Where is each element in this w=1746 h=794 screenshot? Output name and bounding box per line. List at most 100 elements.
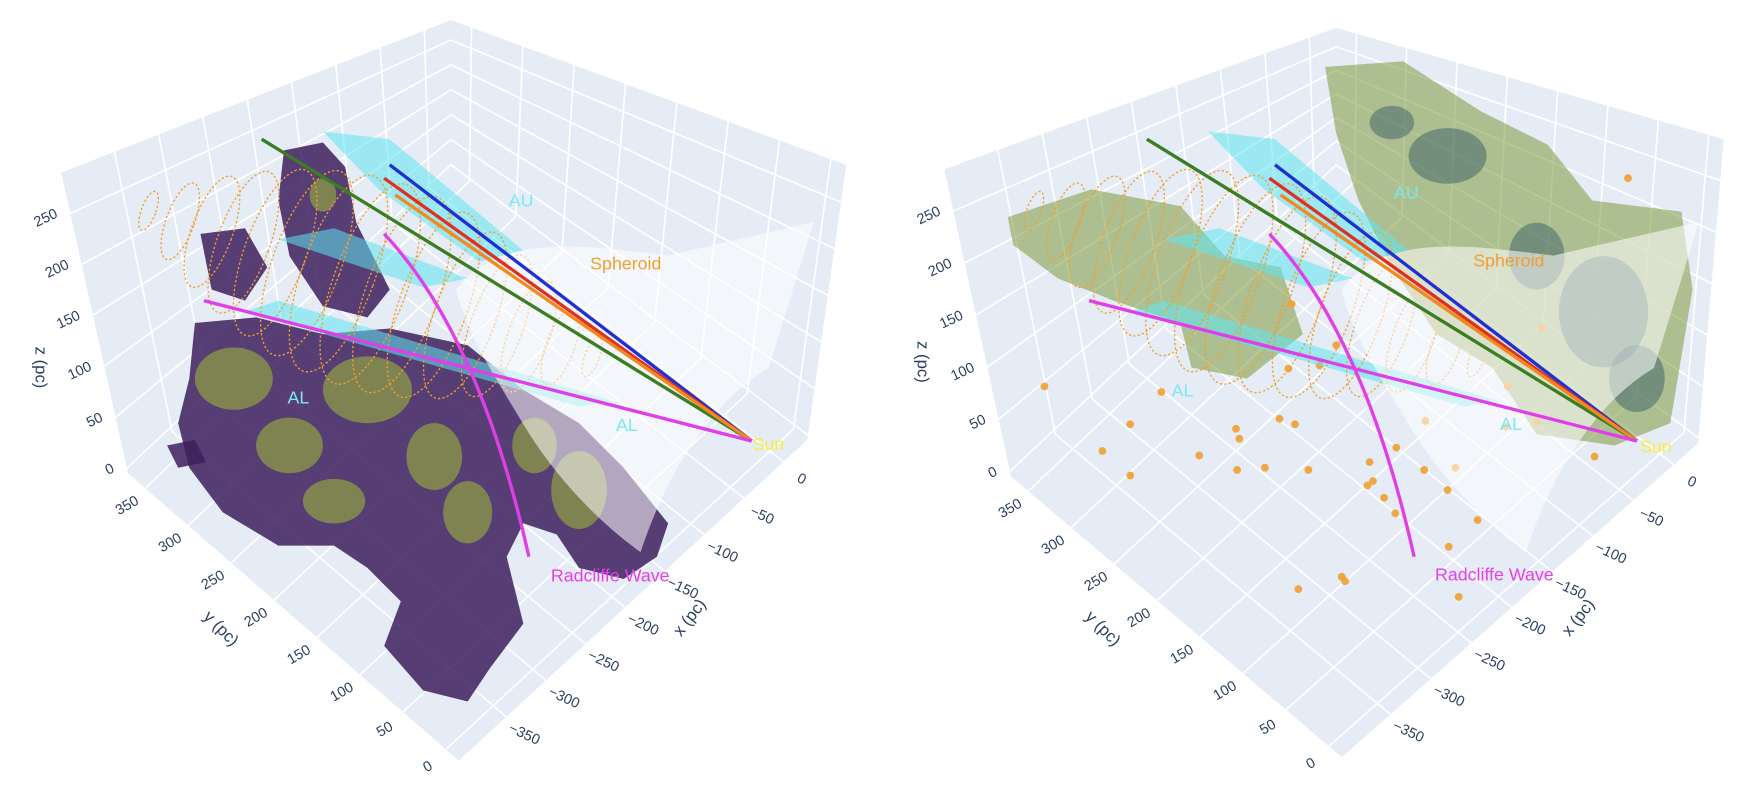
grid-line (468, 27, 473, 182)
annotation: AL (288, 387, 310, 407)
x-tick-label: −100 (1593, 540, 1629, 568)
y-tick-label: 150 (1168, 642, 1197, 668)
marker (1365, 458, 1374, 467)
annotation: Radcliffe Wave (551, 566, 670, 586)
x-tick-label: −200 (1512, 611, 1548, 639)
surface (1341, 221, 1699, 553)
marker (1473, 516, 1482, 524)
x-tick-label: −200 (625, 611, 661, 639)
z-tick-label: 100 (949, 360, 978, 385)
cloud-core (256, 417, 323, 474)
axis-title: x (pc) (669, 595, 710, 640)
annotation: AU (1394, 182, 1419, 202)
surface (455, 221, 814, 553)
cloud-core (302, 478, 366, 524)
cloud-core (406, 423, 463, 490)
spheroid-ring (352, 195, 452, 394)
scene-left: 0−50−100−150−200−250−300−350050100150200… (32, 20, 847, 776)
y-tick-label: 100 (1211, 678, 1240, 704)
grid-line (1054, 433, 1391, 716)
wave (1268, 232, 1416, 558)
plane (278, 228, 468, 288)
cloud (167, 439, 207, 468)
marker (1341, 577, 1350, 586)
x-tick-label: −300 (546, 684, 582, 712)
grid-line (952, 45, 1337, 212)
sight-line (1088, 299, 1638, 443)
annotation: AU (509, 190, 534, 210)
x-tick-label: −250 (585, 647, 621, 675)
grid-line (92, 89, 452, 317)
y-tick-label: 350 (113, 493, 142, 519)
marker (1420, 466, 1429, 474)
cloud-core (1408, 128, 1487, 184)
y-tick-label: 350 (996, 496, 1025, 522)
y-tick-label: 300 (1039, 532, 1068, 558)
marker (1369, 477, 1377, 485)
cloud-core (1369, 105, 1415, 140)
spheroid-ring (138, 190, 160, 232)
annotation: Radcliffe Wave (1435, 564, 1554, 584)
spheroid-ring (183, 175, 241, 289)
grid-line (423, 30, 430, 188)
y-tick-label: 150 (285, 642, 314, 668)
z-tick-label: 100 (66, 359, 95, 384)
y-tick-label: 250 (1082, 569, 1111, 595)
marker (1233, 466, 1242, 474)
y-tick-label: 50 (374, 719, 396, 741)
spheroid-ring (160, 182, 201, 261)
marker (1232, 424, 1240, 433)
spheroid-ring (1237, 195, 1338, 394)
grid-line (561, 65, 576, 253)
y-tick-label: 200 (242, 605, 271, 631)
grid-line (1308, 37, 1315, 189)
sight-line (203, 299, 753, 443)
z-tick-label: 150 (54, 308, 83, 333)
axis-title: x (pc) (1558, 595, 1599, 640)
marker (1126, 471, 1135, 480)
wall (61, 20, 451, 474)
cloud-core (194, 347, 273, 410)
sight-line (260, 137, 753, 443)
grid-line (450, 39, 842, 203)
sight-line (1146, 137, 1638, 443)
marker (1443, 486, 1452, 494)
x-tick-label: −250 (1471, 647, 1507, 675)
marker (1624, 174, 1632, 183)
marker (1195, 451, 1204, 460)
marker (1332, 341, 1341, 350)
marker (1304, 466, 1313, 474)
wave (382, 232, 531, 558)
marker (1363, 481, 1372, 490)
axis-title: z (pc) (32, 347, 51, 389)
sight-line (394, 193, 753, 443)
grid-line (1128, 363, 1472, 644)
x-tick-label: −350 (1390, 718, 1426, 746)
marker (1126, 420, 1135, 429)
cloud (200, 228, 268, 301)
x-tick-label: −50 (747, 503, 776, 528)
marker (1294, 585, 1303, 593)
grid-line (514, 46, 524, 217)
axis-title: y (pc) (200, 607, 243, 650)
annotation: Spheroid (590, 254, 661, 274)
cloud-core (443, 481, 493, 544)
grid-line (792, 159, 832, 430)
spheroid-ring (1023, 190, 1045, 232)
spheroid-ring (207, 170, 280, 314)
y-tick-label: 0 (1304, 755, 1319, 773)
plane (1163, 228, 1353, 288)
marker (1454, 592, 1463, 601)
marker (1157, 388, 1166, 396)
y-tick-label: 300 (156, 530, 185, 556)
spheroid-ring (288, 174, 389, 373)
spheroid-ring (1045, 182, 1086, 261)
z-tick-label: 0 (986, 464, 1000, 482)
z-tick-label: 200 (43, 257, 72, 282)
sight-line (388, 163, 753, 443)
spheroid-ring (259, 169, 354, 357)
scene-right: 0−50−100−150−200−250−300−350050100150200… (914, 27, 1724, 773)
z-tick-label: 200 (926, 256, 955, 281)
annotation: Sun (1640, 436, 1672, 456)
